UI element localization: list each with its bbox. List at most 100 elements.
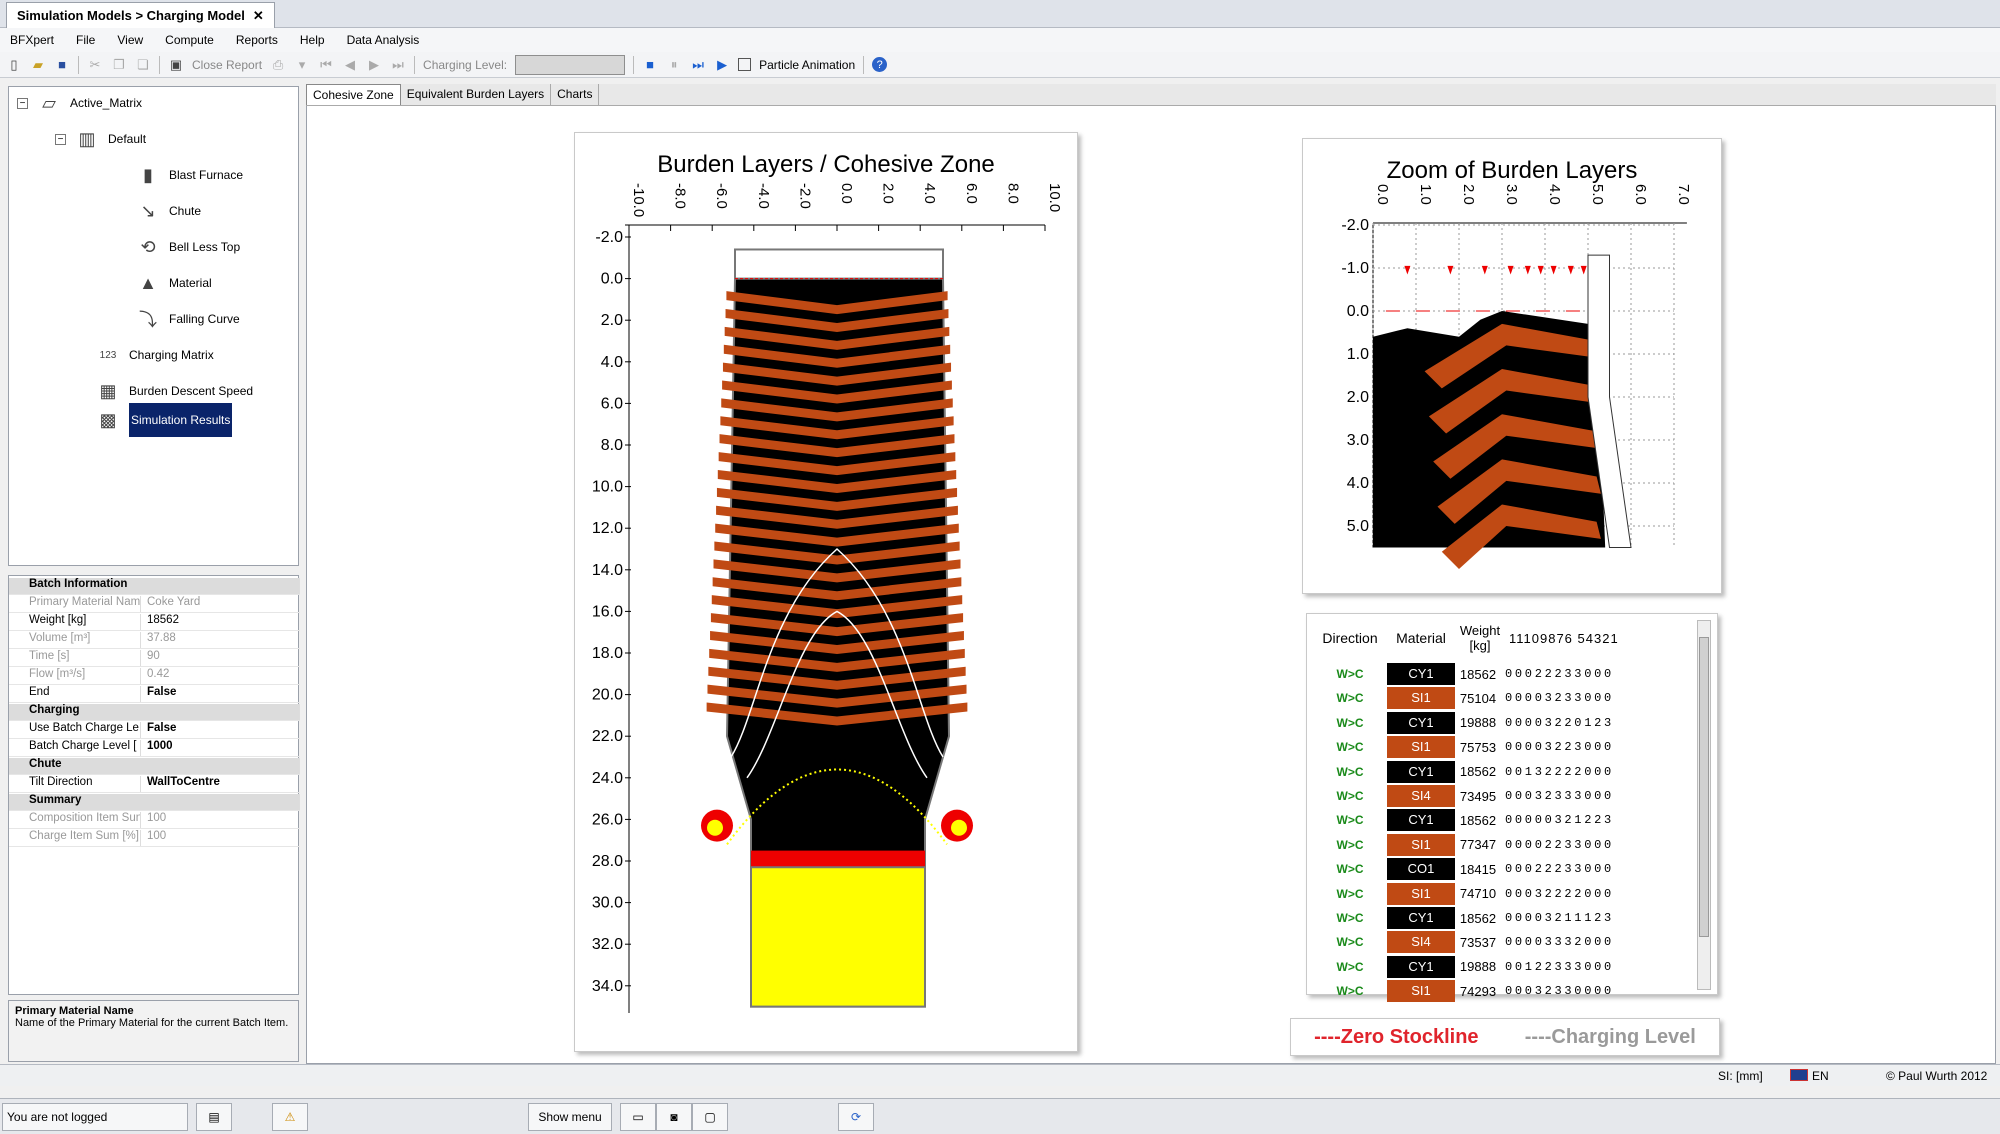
play-icon[interactable]: ▶ [717, 56, 728, 72]
pause-icon[interactable]: ⏸ [670, 56, 678, 72]
table-row[interactable]: W>C SI1 74293 00032330000 [1313, 979, 1614, 1003]
results-icon: ▩ [99, 409, 117, 430]
collapse-icon[interactable]: − [17, 97, 28, 109]
prop-time[interactable]: Time [s] 90 [9, 650, 300, 667]
table-row[interactable]: W>C SI1 75753 00003223000 [1313, 735, 1614, 759]
table-row[interactable]: W>C CY1 18562 00022233000 [1313, 662, 1614, 686]
prop-composition-sum[interactable]: Composition Item Sun 100 [9, 812, 300, 829]
prop-end[interactable]: End False [9, 686, 300, 703]
table-row[interactable]: W>C CY1 19888 00122333000 [1313, 955, 1614, 979]
category-summary[interactable]: Summary [9, 794, 300, 811]
y-tick-label: 2.0 [1347, 389, 1369, 406]
row-material: SI1 [1387, 980, 1455, 1003]
tree-node-material[interactable]: ▲ Material [135, 271, 212, 295]
last-icon[interactable]: ⏭ [392, 56, 404, 72]
print-icon[interactable]: ⎙ [272, 56, 284, 72]
table-row[interactable]: W>C CY1 18562 00132222000 [1313, 760, 1614, 784]
prop-flow[interactable]: Flow [m³/s] 0.42 [9, 668, 300, 685]
y-tick-label: 24.0 [592, 770, 623, 787]
tree-node-active-matrix[interactable]: − ▱ Active_Matrix [17, 91, 142, 115]
tree-node-burden-descent[interactable]: ▦ Burden Descent Speed [95, 379, 253, 403]
prop-charge-sum[interactable]: Charge Item Sum [%] 100 [9, 830, 300, 847]
prop-batch-charge-level[interactable]: Batch Charge Level [1000 [9, 740, 300, 757]
report-icon[interactable]: ▣ [169, 56, 183, 72]
sinter-layer [718, 452, 956, 476]
prev-icon[interactable]: ◀ [345, 56, 356, 72]
prop-value: 90 [147, 650, 160, 662]
scroll-thumb[interactable] [1699, 637, 1709, 937]
tree-node-simulation-results[interactable]: ▩ Simulation Results [95, 403, 233, 437]
x-tick-label: 5.0 [1589, 184, 1606, 205]
step-icon[interactable]: ⏭ [692, 56, 704, 72]
throat-top [734, 248, 944, 280]
save-as-icon[interactable]: ▾ [298, 56, 306, 72]
furnace-wall [1587, 254, 1632, 548]
tree-node-charging-matrix[interactable]: 123 Charging Matrix [95, 343, 214, 367]
menu-view[interactable]: View [117, 33, 144, 47]
menu-file[interactable]: File [76, 33, 96, 47]
table-row[interactable]: W>C CY1 18562 00000321223 [1313, 808, 1614, 832]
document-icon[interactable]: ▢ [692, 1103, 728, 1131]
legend-charging-level: ----Charging Level [1524, 1025, 1696, 1048]
table-row[interactable]: W>C CO1 18415 00022233000 [1313, 857, 1614, 881]
collapse-icon[interactable]: − [55, 133, 66, 145]
table-row[interactable]: W>C SI4 73537 00003332000 [1313, 930, 1614, 954]
warning-icon[interactable]: ⚠ [272, 1103, 308, 1131]
new-file-icon[interactable]: ▯ [10, 56, 18, 72]
close-icon[interactable]: ✕ [252, 7, 264, 23]
category-charging[interactable]: Charging [9, 704, 300, 721]
prop-tilt-direction[interactable]: Tilt Direction WallToCentre [9, 776, 300, 793]
particle-animation-checkbox[interactable] [738, 58, 752, 71]
paste-icon[interactable]: ❏ [137, 56, 149, 72]
menu-reports[interactable]: Reports [235, 33, 278, 47]
category-chute[interactable]: Chute [9, 758, 300, 775]
menu-compute[interactable]: Compute [165, 33, 214, 47]
tree-node-default[interactable]: − ▥ Default [55, 127, 146, 151]
row-material: CY1 [1387, 955, 1455, 978]
camera-icon[interactable]: ◙ [656, 1103, 692, 1131]
menu-data-analysis[interactable]: Data Analysis [346, 33, 420, 47]
category-batch-information[interactable]: Batch Information [9, 578, 300, 595]
show-menu-button[interactable]: Show menu [528, 1103, 612, 1131]
table-row[interactable]: W>C SI1 77347 00002233000 [1313, 833, 1614, 857]
cut-icon[interactable]: ✂ [89, 56, 101, 72]
table-row[interactable]: W>C CY1 18562 00003211123 [1313, 906, 1614, 930]
menu-bfxpert[interactable]: BFXpert [10, 33, 55, 47]
prop-use-batch-charge[interactable]: Use Batch Charge Le False [9, 722, 300, 739]
document-tab[interactable]: Simulation Models > Charging Model ✕ [6, 2, 275, 28]
table-row[interactable]: W>C SI1 75104 00003233000 [1313, 686, 1614, 710]
tree-node-blast-furnace[interactable]: ▮ Blast Furnace [135, 163, 243, 187]
copy-icon[interactable]: ❐ [113, 56, 125, 72]
tree-node-chute[interactable]: ↘ Chute [135, 199, 201, 223]
tree-node-falling-curve[interactable]: ⤵ Falling Curve [135, 307, 240, 331]
table-row[interactable]: W>C SI4 73495 00032333000 [1313, 784, 1614, 808]
next-icon[interactable]: ▶ [369, 56, 380, 72]
x-tick-label: -8.0 [672, 183, 689, 209]
stop-icon[interactable]: ■ [646, 56, 655, 72]
tree-node-bell-less-top[interactable]: ⟲ Bell Less Top [135, 235, 240, 259]
x-tick-label: -10.0 [630, 183, 647, 217]
refresh-icon[interactable]: ⟳ [838, 1103, 874, 1131]
prop-weight[interactable]: Weight [kg] 18562 [9, 614, 300, 631]
tab-charts[interactable]: Charts [551, 84, 600, 105]
content-area [306, 84, 1996, 1064]
database-icon[interactable]: ▤ [196, 1103, 232, 1131]
save-icon[interactable]: ■ [58, 56, 66, 72]
charging-level-input[interactable] [515, 54, 626, 75]
y-tick-label: 4.0 [601, 354, 623, 371]
row-material: CY1 [1387, 711, 1455, 734]
monitor-icon[interactable]: ▭ [620, 1103, 656, 1131]
menu-help[interactable]: Help [299, 33, 325, 47]
first-icon[interactable]: ⏮ [320, 56, 332, 72]
open-folder-icon[interactable]: ▰ [33, 56, 43, 72]
table-row[interactable]: W>C SI1 74710 00032222000 [1313, 882, 1614, 906]
tab-equivalent-burden-layers[interactable]: Equivalent Burden Layers [401, 84, 552, 105]
prop-primary-material[interactable]: Primary Material Name Coke Yard [9, 596, 300, 613]
table-row[interactable]: W>C CY1 19888 00003220123 [1313, 711, 1614, 735]
deadman-boundary [726, 768, 948, 845]
tab-cohesive-zone[interactable]: Cohesive Zone [306, 84, 401, 105]
prop-volume[interactable]: Volume [m³] 37.88 [9, 632, 300, 649]
close-report-button[interactable]: Close Report [192, 57, 263, 72]
help-icon[interactable]: ? [872, 57, 888, 72]
scrollbar[interactable] [1697, 620, 1711, 990]
